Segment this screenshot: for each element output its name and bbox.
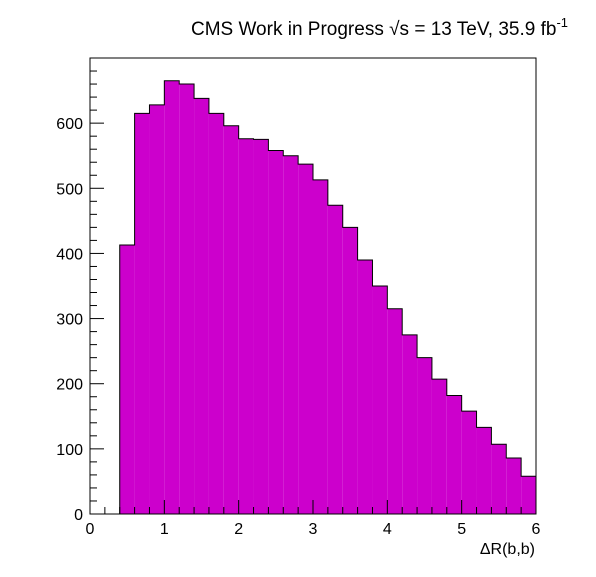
histogram-bar [208, 113, 224, 514]
y-tick-label: 500 [56, 181, 83, 198]
histogram-bar [119, 244, 135, 514]
histogram-bar [461, 411, 477, 514]
x-axis-ticks: 0 1 2 3 4 5 6 [86, 500, 541, 538]
y-tick-label: 100 [56, 442, 83, 459]
title-sqrt: √s [389, 19, 409, 40]
x-tick-label: 0 [86, 521, 95, 538]
histogram-bar [446, 395, 462, 514]
histogram-bar [491, 444, 507, 514]
y-tick-label: 0 [74, 507, 83, 524]
histogram-bar [134, 113, 150, 514]
histogram-bar [268, 150, 284, 514]
histogram-bar [179, 84, 195, 515]
x-tick-label: 4 [383, 521, 392, 538]
histogram-bar [417, 357, 432, 514]
y-tick-label: 400 [56, 246, 83, 263]
histogram-bar [283, 155, 299, 514]
histogram-bar [342, 227, 358, 514]
x-tick-label: 5 [457, 521, 466, 538]
histogram-bar [164, 80, 180, 515]
x-tick-label: 1 [160, 521, 169, 538]
histogram-bar [253, 139, 269, 514]
histogram-bar [372, 286, 388, 514]
histogram-bar [357, 259, 373, 514]
histogram-bar [476, 427, 492, 514]
histogram-bar [238, 138, 254, 514]
histogram-outline [119, 80, 537, 514]
histogram-bar [149, 104, 165, 514]
x-tick-label: 3 [309, 521, 318, 538]
y-axis-ticks: 0 100 200 300 400 500 600 [56, 57, 104, 524]
histogram-bar [327, 205, 343, 515]
title-prefix: CMS Work in Progress [191, 19, 384, 40]
histogram-bar [194, 98, 209, 514]
x-tick-label: 2 [234, 521, 243, 538]
y-tick-label: 200 [56, 377, 83, 394]
title-energy: = 13 TeV, 35.9 fb [414, 19, 556, 40]
histogram-bar [298, 164, 313, 514]
histogram-bar [387, 308, 403, 514]
histogram-bar [223, 125, 239, 515]
chart-title: CMS Work in Progress √s = 13 TeV, 35.9 f… [191, 15, 568, 40]
y-tick-label: 300 [56, 312, 83, 329]
title-exponent: -1 [556, 15, 568, 30]
y-tick-label: 600 [56, 116, 83, 133]
histogram-bar [521, 476, 536, 514]
histogram-bar [431, 379, 447, 514]
histogram-bar [313, 179, 328, 514]
histogram-bars [119, 80, 537, 515]
x-axis-label: ΔR(b,b) [480, 541, 535, 558]
histogram-bar [506, 457, 522, 514]
x-tick-label: 6 [532, 521, 541, 538]
histogram-bar [402, 334, 418, 514]
